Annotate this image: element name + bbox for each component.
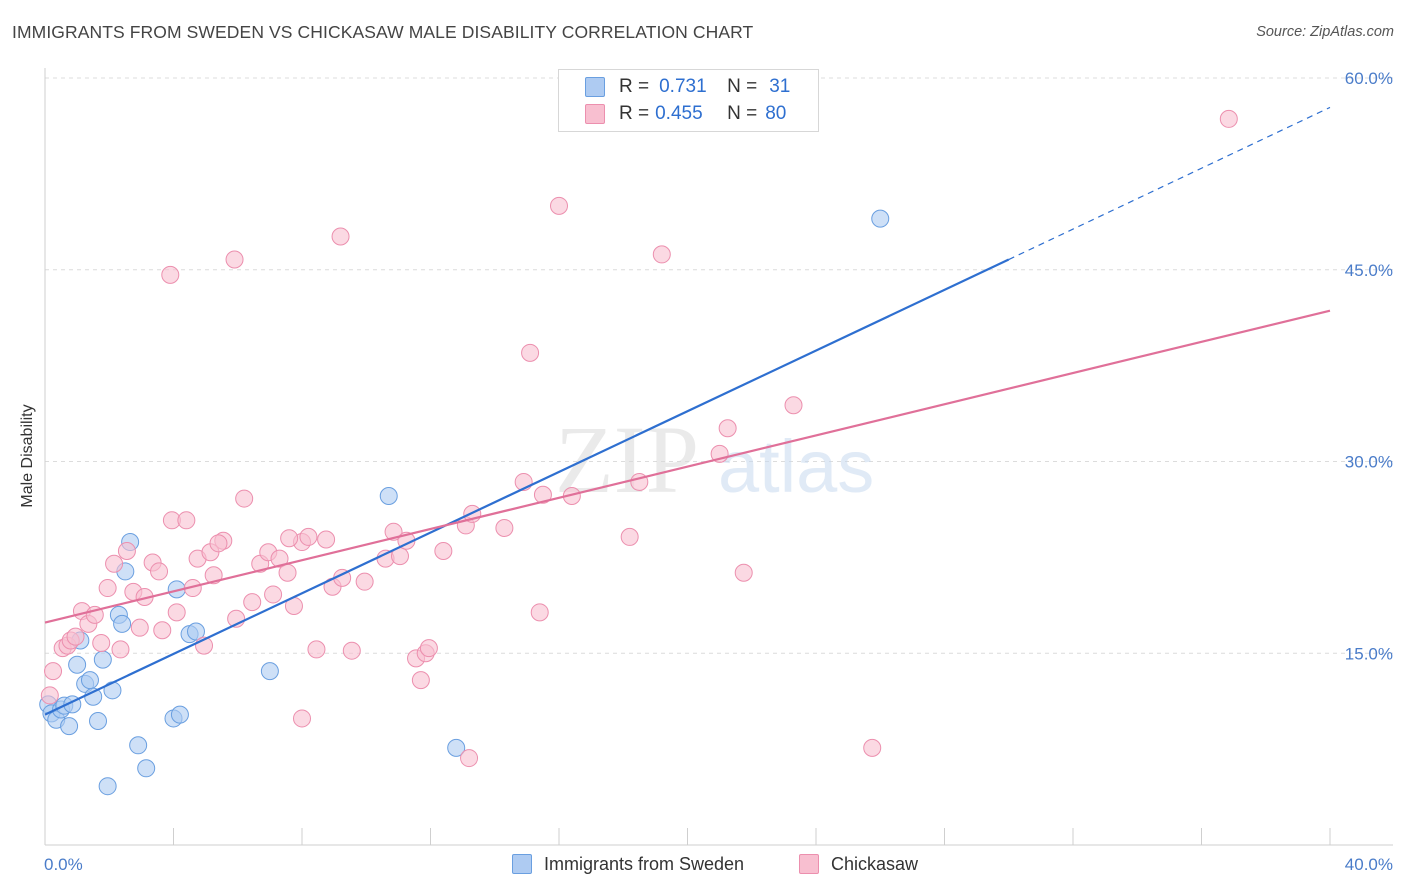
chart-source: Source: ZipAtlas.com — [1256, 24, 1394, 40]
legend-r-label: R = — [619, 103, 650, 124]
legend-r-value: 0.455 — [655, 103, 703, 124]
bottom-legend-label-chickasaw: Chickasaw — [831, 853, 919, 874]
bottom-legend-label-sweden: Immigrants from Sweden — [544, 853, 745, 874]
x-tick-label-end: 40.0% — [1345, 855, 1393, 874]
data-point — [186, 622, 205, 641]
watermark-atlas: atlas — [718, 425, 874, 508]
legend-n-label: N = — [727, 76, 758, 97]
data-point — [60, 717, 79, 736]
data-point — [153, 621, 172, 640]
data-point — [734, 563, 753, 582]
data-point — [66, 627, 85, 646]
y-tick-label: 30.0% — [1345, 453, 1393, 472]
data-point — [40, 686, 59, 705]
trend-lines — [44, 106, 1331, 716]
data-point — [331, 227, 350, 246]
data-point — [68, 655, 87, 674]
data-point — [177, 511, 196, 530]
data-point — [550, 196, 568, 215]
watermark: ZIP atlas — [555, 406, 874, 513]
data-point — [89, 712, 108, 731]
data-point — [93, 650, 112, 669]
data-point — [150, 562, 169, 581]
legend-r-value: 0.731 — [659, 76, 707, 97]
legend-swatch-chickasaw — [585, 104, 605, 124]
legend-n-value: 80 — [765, 103, 787, 124]
data-point — [317, 530, 336, 549]
data-point — [235, 489, 254, 508]
grid-lines — [45, 77, 1393, 654]
bottom-legend-sweden: Immigrants from Sweden — [512, 852, 744, 876]
data-point — [871, 209, 890, 228]
data-point — [434, 541, 453, 560]
legend-swatch-sweden — [585, 77, 605, 97]
data-point — [161, 265, 180, 284]
data-point — [98, 777, 117, 796]
trend-line-sweden — [44, 258, 1010, 716]
legend-row-sweden: R = 0.731 N = 31 — [585, 74, 790, 100]
data-point — [620, 527, 639, 546]
data-point — [447, 738, 466, 757]
legend-r-label: R = — [619, 76, 650, 97]
data-point — [260, 662, 279, 681]
data-point — [379, 487, 398, 506]
data-point — [130, 618, 149, 637]
series-chickasaw — [40, 109, 1238, 768]
trend-line-extension — [1008, 106, 1331, 261]
tick-labels: 15.0% 30.0% 45.0% 60.0% 0.0% 40.0% — [44, 69, 1393, 874]
legend-n-value: 31 — [769, 76, 791, 97]
data-point — [137, 759, 156, 778]
data-point — [411, 671, 430, 690]
data-point — [44, 662, 63, 681]
data-point — [495, 518, 514, 537]
data-point — [784, 396, 803, 415]
data-point — [113, 614, 132, 633]
data-point — [863, 738, 882, 757]
data-point — [209, 534, 228, 553]
bottom-legend-chickasaw: Chickasaw — [799, 852, 918, 876]
data-point — [355, 572, 374, 591]
data-point — [718, 419, 737, 438]
data-point — [167, 603, 186, 622]
bottom-legend-swatch-chickasaw — [799, 854, 819, 874]
data-point — [299, 527, 318, 546]
correlation-legend: R = 0.731 N = 31 R = 0.455 N = 80 — [558, 69, 819, 132]
data-point — [460, 749, 479, 768]
data-points — [39, 109, 1238, 796]
data-point — [530, 603, 549, 622]
data-point — [280, 529, 299, 548]
data-point — [98, 579, 117, 598]
x-tick-label-start: 0.0% — [44, 855, 83, 874]
data-point — [293, 709, 311, 728]
data-point — [521, 343, 540, 362]
legend-row-chickasaw: R = 0.455 N = 80 — [585, 101, 786, 127]
data-point — [342, 641, 361, 660]
data-point — [225, 250, 244, 269]
data-point — [92, 634, 111, 653]
data-point — [80, 671, 99, 690]
data-point — [419, 639, 438, 658]
data-point — [652, 245, 671, 264]
data-point — [129, 736, 148, 755]
bottom-legend-swatch-sweden — [512, 854, 532, 874]
data-point — [1219, 109, 1238, 128]
data-point — [278, 563, 297, 582]
data-point — [117, 541, 136, 560]
y-tick-label: 15.0% — [1345, 644, 1393, 663]
data-point — [105, 554, 124, 573]
data-point — [170, 705, 189, 724]
data-point — [307, 640, 326, 659]
data-point — [264, 585, 283, 604]
legend-n-label: N = — [727, 103, 758, 124]
data-point — [243, 593, 262, 612]
data-point — [533, 485, 552, 504]
chart-title: IMMIGRANTS FROM SWEDEN VS CHICKASAW MALE… — [12, 22, 754, 42]
y-tick-label: 45.0% — [1345, 261, 1393, 280]
data-point — [111, 640, 130, 659]
data-point — [270, 549, 289, 568]
trend-line-chickasaw — [44, 309, 1331, 624]
y-tick-label: 60.0% — [1345, 69, 1393, 88]
